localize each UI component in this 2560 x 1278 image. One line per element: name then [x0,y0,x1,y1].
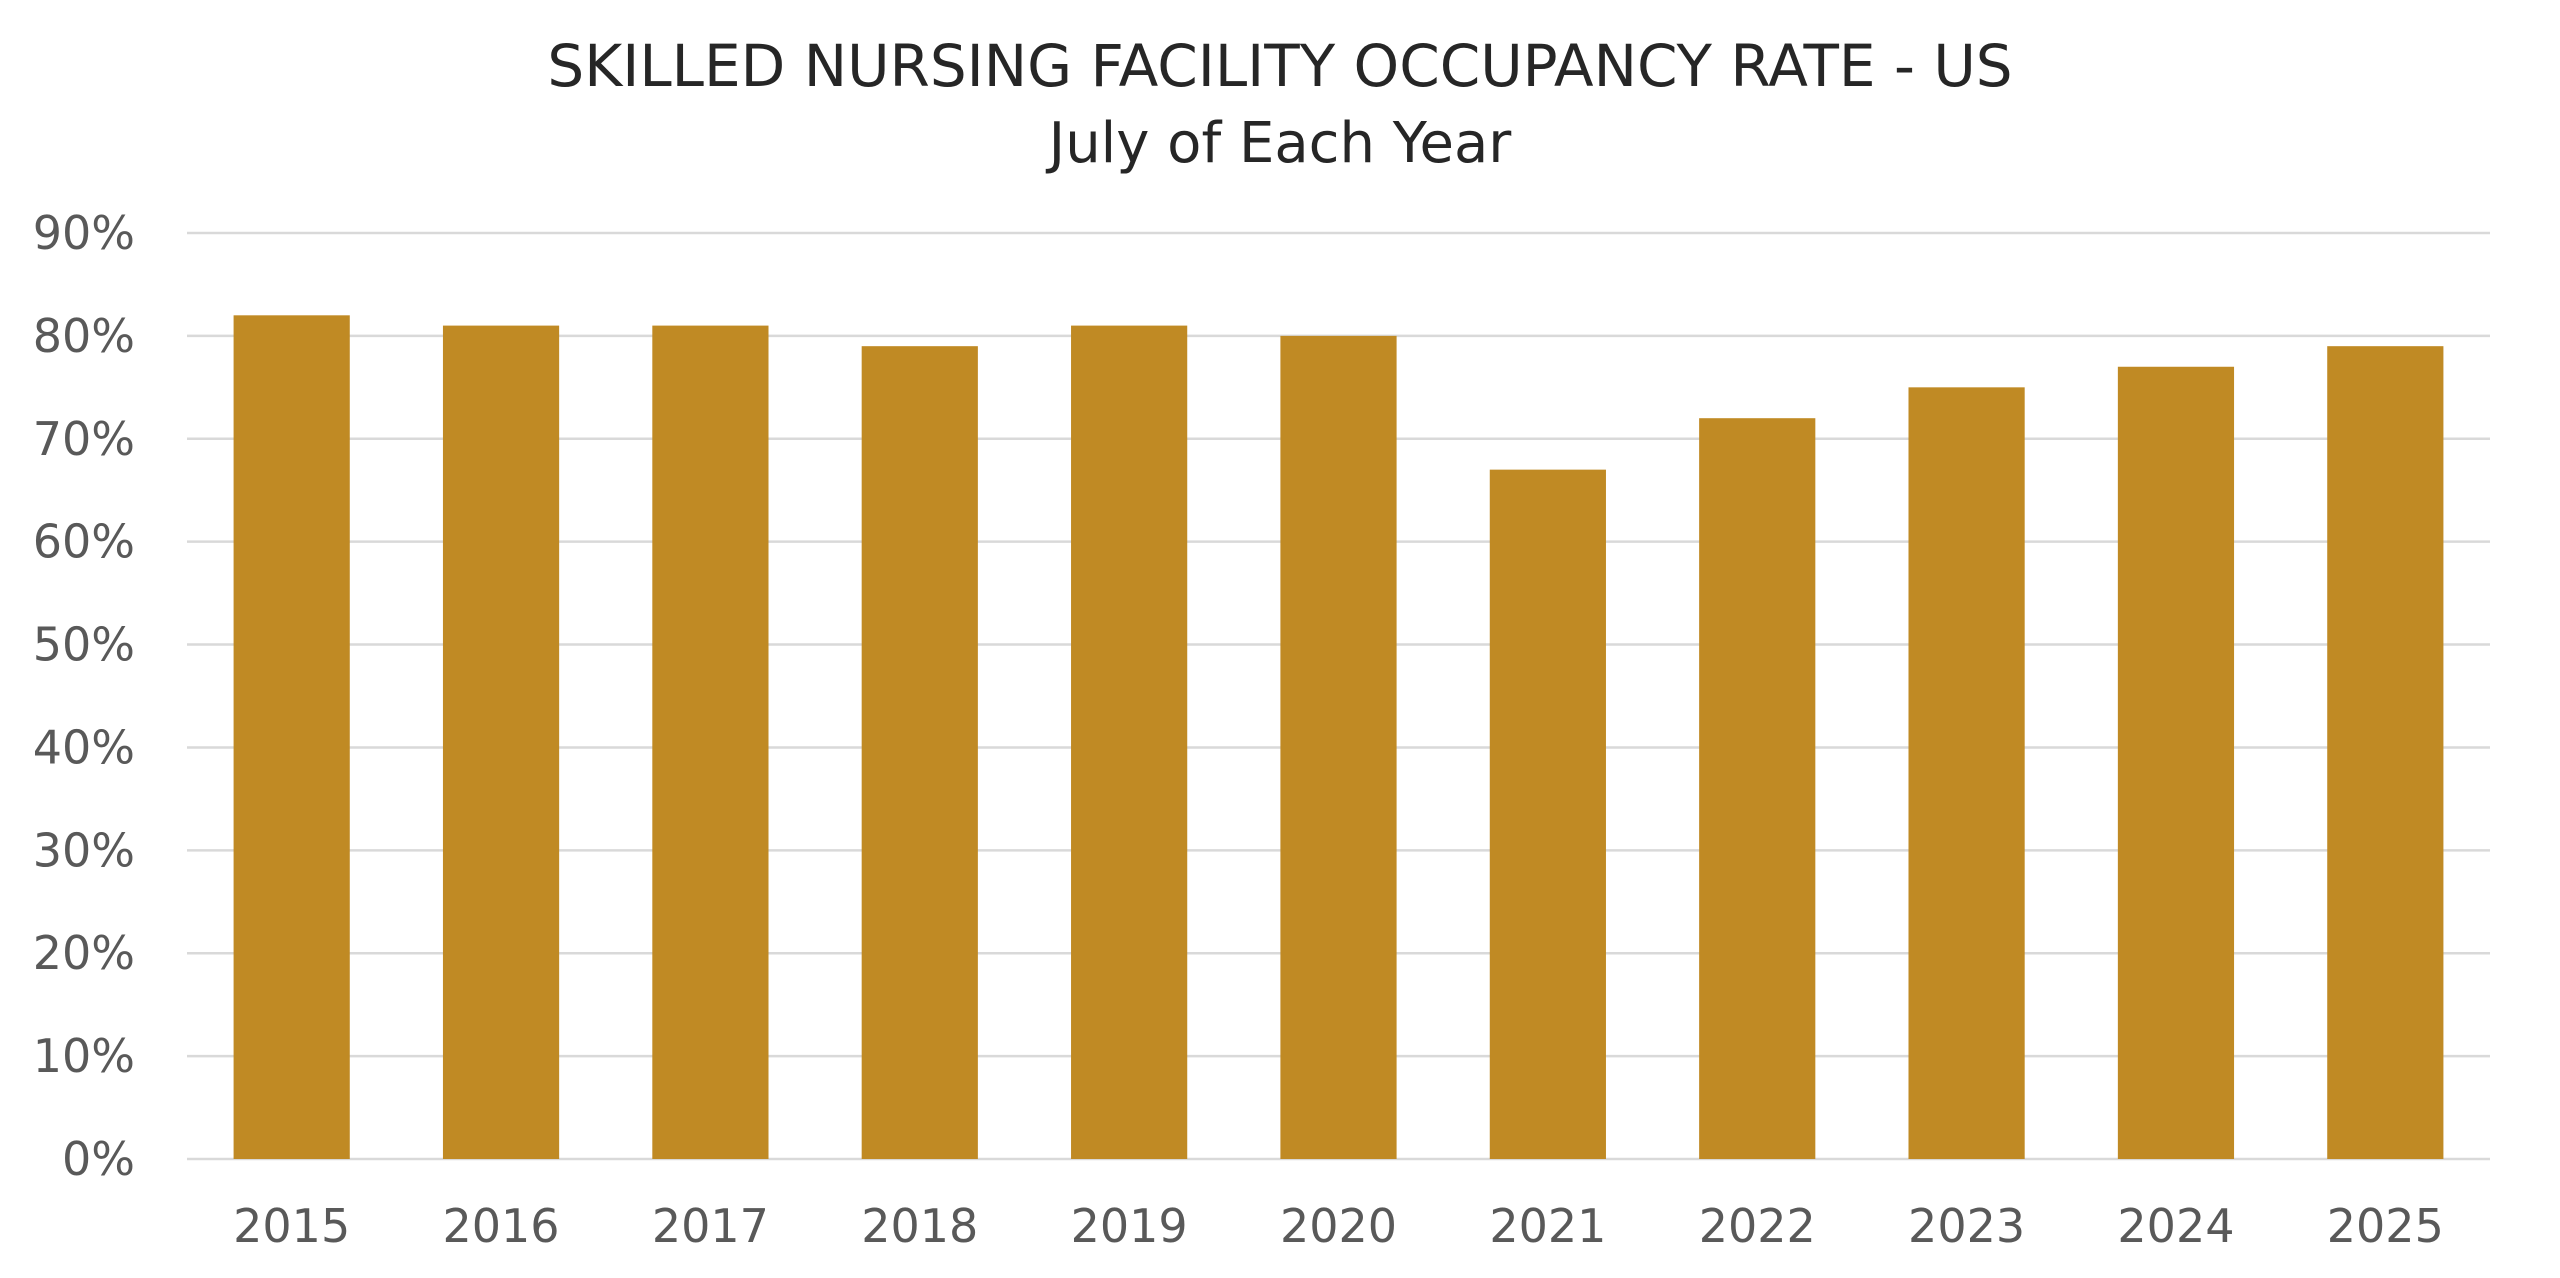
y-tick-label: 80% [33,309,135,363]
bar-2023 [1908,387,2025,1159]
x-tick-label: 2025 [2327,1199,2444,1253]
bar-2020 [1280,335,1397,1159]
x-tick-label: 2018 [861,1199,978,1253]
bar-2022 [1699,418,1816,1159]
bar-2017 [652,325,769,1160]
y-tick-label: 40% [33,720,135,774]
x-tick-label: 2019 [1071,1199,1188,1253]
y-tick-label: 0% [62,1132,135,1186]
x-tick-label: 2015 [233,1199,350,1253]
x-tick-label: 2020 [1280,1199,1397,1253]
x-tick-label: 2017 [652,1199,769,1253]
chart-subtitle: July of Each Year [1046,111,1513,176]
bar-2019 [1071,325,1188,1160]
bar-2015 [233,315,350,1159]
x-tick-label: 2021 [1489,1199,1606,1253]
bar-2024 [2117,366,2235,1159]
y-tick-label: 30% [33,823,135,877]
y-tick-label: 70% [33,412,135,466]
x-tick-label: 2023 [1908,1199,2025,1253]
bar-2021 [1489,469,1606,1160]
bar-2016 [442,325,560,1160]
x-tick-label: 2022 [1699,1199,1816,1253]
bar-2025 [2327,346,2444,1160]
x-tick-label: 2016 [443,1199,560,1253]
chart-title: SKILLED NURSING FACILITY OCCUPANCY RATE … [547,32,2012,100]
y-tick-label: 90% [33,206,135,260]
y-tick-label: 10% [33,1029,135,1083]
y-tick-label: 60% [33,515,135,569]
y-tick-label: 50% [33,618,135,672]
x-tick-label: 2024 [2117,1199,2234,1253]
y-tick-label: 20% [33,926,135,980]
bar-2018 [861,346,978,1160]
